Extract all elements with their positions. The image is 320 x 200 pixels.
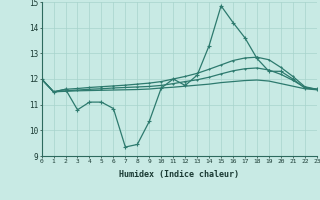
- X-axis label: Humidex (Indice chaleur): Humidex (Indice chaleur): [119, 170, 239, 179]
